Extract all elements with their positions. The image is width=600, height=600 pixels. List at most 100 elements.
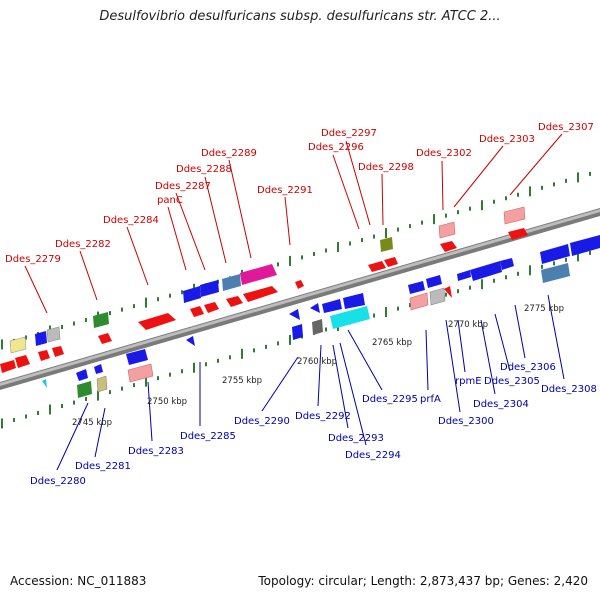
leader-line <box>381 173 384 226</box>
gene-arrow[interactable] <box>226 296 243 307</box>
scale-label: 2775 kbp <box>524 304 564 314</box>
gene-arrow[interactable] <box>42 379 47 388</box>
gene-box[interactable] <box>380 237 393 252</box>
gene-arrow[interactable] <box>0 360 16 373</box>
gene-label-reverse[interactable]: prfA <box>420 394 441 405</box>
gene-box[interactable] <box>312 319 323 335</box>
gene-label-forward[interactable]: Ddes_2291 <box>257 185 313 196</box>
gene-box[interactable] <box>93 312 109 328</box>
leader-line <box>332 154 360 230</box>
gene-label-reverse[interactable]: rpmE <box>455 376 482 387</box>
gene-label-forward[interactable]: panC <box>157 195 183 206</box>
gene-arrow[interactable] <box>243 286 278 302</box>
leader-line <box>79 250 98 301</box>
gene-arrow[interactable] <box>570 235 600 256</box>
gene-arrow[interactable] <box>204 302 219 313</box>
gene-label-forward[interactable]: Ddes_2297 <box>321 128 377 139</box>
gene-label-forward[interactable]: Ddes_2303 <box>479 134 535 145</box>
reverse-genes <box>42 235 600 398</box>
gene-label-reverse[interactable]: Ddes_2281 <box>75 461 131 472</box>
gene-arrow[interactable] <box>540 244 570 264</box>
gene-arrow[interactable] <box>444 286 452 298</box>
gene-label-forward[interactable]: Ddes_2279 <box>5 254 61 265</box>
gene-box[interactable] <box>240 264 277 285</box>
gene-arrow[interactable] <box>38 350 50 361</box>
gene-label-forward[interactable]: Ddes_2282 <box>55 239 111 250</box>
gene-arrow[interactable] <box>94 364 103 374</box>
gene-label-reverse[interactable]: Ddes_2305 <box>484 376 540 387</box>
gene-arrow[interactable] <box>310 303 320 313</box>
leader-line <box>453 145 504 208</box>
gene-box[interactable] <box>127 363 154 383</box>
gene-box[interactable] <box>77 381 92 398</box>
gene-arrow[interactable] <box>98 333 112 344</box>
leader-line <box>547 294 565 380</box>
gene-arrow[interactable] <box>186 336 195 346</box>
leader-line <box>457 319 466 373</box>
gene-arrow[interactable] <box>190 306 204 317</box>
gene-arrow[interactable] <box>500 258 514 270</box>
gene-label-reverse[interactable]: Ddes_2300 <box>438 416 494 427</box>
gene-box[interactable] <box>9 336 27 354</box>
gene-arrow[interactable] <box>322 299 342 313</box>
gene-box[interactable] <box>46 326 61 343</box>
leader-line <box>24 265 48 314</box>
gene-label-forward[interactable]: Ddes_2288 <box>176 164 232 175</box>
leader-line <box>494 313 511 372</box>
leader-line <box>345 140 371 226</box>
gene-arrow[interactable] <box>295 280 304 289</box>
gene-box[interactable] <box>200 280 219 297</box>
gene-label-reverse[interactable]: Ddes_2306 <box>500 362 556 373</box>
scale-label: 2755 kbp <box>222 376 262 386</box>
leader-line <box>284 196 291 246</box>
gene-label-forward[interactable]: Ddes_2287 <box>155 181 211 192</box>
gene-arrow[interactable] <box>508 228 528 240</box>
gene-box[interactable] <box>503 206 526 225</box>
gene-label-forward[interactable]: Ddes_2302 <box>416 148 472 159</box>
gene-box[interactable] <box>35 331 47 346</box>
reverse-gene-labels: Ddes_2280 Ddes_2281 Ddes_2283 Ddes_2285 Ddes… <box>30 362 597 487</box>
gene-arrow[interactable] <box>138 313 176 330</box>
gene-arrow[interactable] <box>52 346 64 357</box>
gene-box[interactable] <box>292 324 303 340</box>
gene-arrow[interactable] <box>343 293 365 309</box>
gene-label-reverse[interactable]: Ddes_2290 <box>234 416 290 427</box>
gene-label-forward[interactable]: Ddes_2307 <box>538 122 594 133</box>
gene-box[interactable] <box>183 286 201 303</box>
gene-label-reverse[interactable]: Ddes_2292 <box>295 411 351 422</box>
gene-arrow[interactable] <box>384 257 398 267</box>
gene-arrow[interactable] <box>457 270 471 281</box>
gene-label-reverse[interactable]: Ddes_2285 <box>180 431 236 442</box>
gene-label-forward[interactable]: Ddes_2296 <box>308 142 364 153</box>
leader-line <box>509 133 563 196</box>
gene-box[interactable] <box>222 274 241 291</box>
gene-arrow[interactable] <box>426 275 442 288</box>
gene-label-reverse[interactable]: Ddes_2295 <box>362 394 418 405</box>
forward-gene-labels: Ddes_2279 Ddes_2282 Ddes_2284 panC Ddes_2287… <box>5 122 594 265</box>
gene-label-forward[interactable]: Ddes_2289 <box>201 148 257 159</box>
gene-arrow[interactable] <box>408 281 425 294</box>
gene-box[interactable] <box>96 375 108 393</box>
gene-arrow[interactable] <box>470 261 502 281</box>
gene-box[interactable] <box>541 263 570 283</box>
gene-label-reverse[interactable]: Ddes_2308 <box>541 384 597 395</box>
gene-label-forward[interactable]: Ddes_2298 <box>358 162 414 173</box>
gene-arrow[interactable] <box>289 309 300 320</box>
leader-line <box>339 342 367 446</box>
gene-arrow[interactable] <box>126 349 148 365</box>
gene-arrow[interactable] <box>440 241 457 252</box>
gene-label-reverse[interactable]: Ddes_2304 <box>473 399 529 410</box>
gene-label-reverse[interactable]: Ddes_2283 <box>128 446 184 457</box>
gene-box[interactable] <box>330 306 370 329</box>
gene-arrow[interactable] <box>368 261 386 272</box>
gene-label-reverse[interactable]: Ddes_2293 <box>328 433 384 444</box>
gene-label-forward[interactable]: Ddes_2284 <box>103 215 159 226</box>
gene-arrow[interactable] <box>76 369 88 381</box>
gene-box[interactable] <box>409 292 429 311</box>
gene-label-reverse[interactable]: Ddes_2280 <box>30 476 86 487</box>
gene-box[interactable] <box>438 221 456 239</box>
gene-box[interactable] <box>429 287 446 306</box>
gene-label-reverse[interactable]: Ddes_2294 <box>345 450 401 461</box>
gene-arrow[interactable] <box>15 355 30 368</box>
